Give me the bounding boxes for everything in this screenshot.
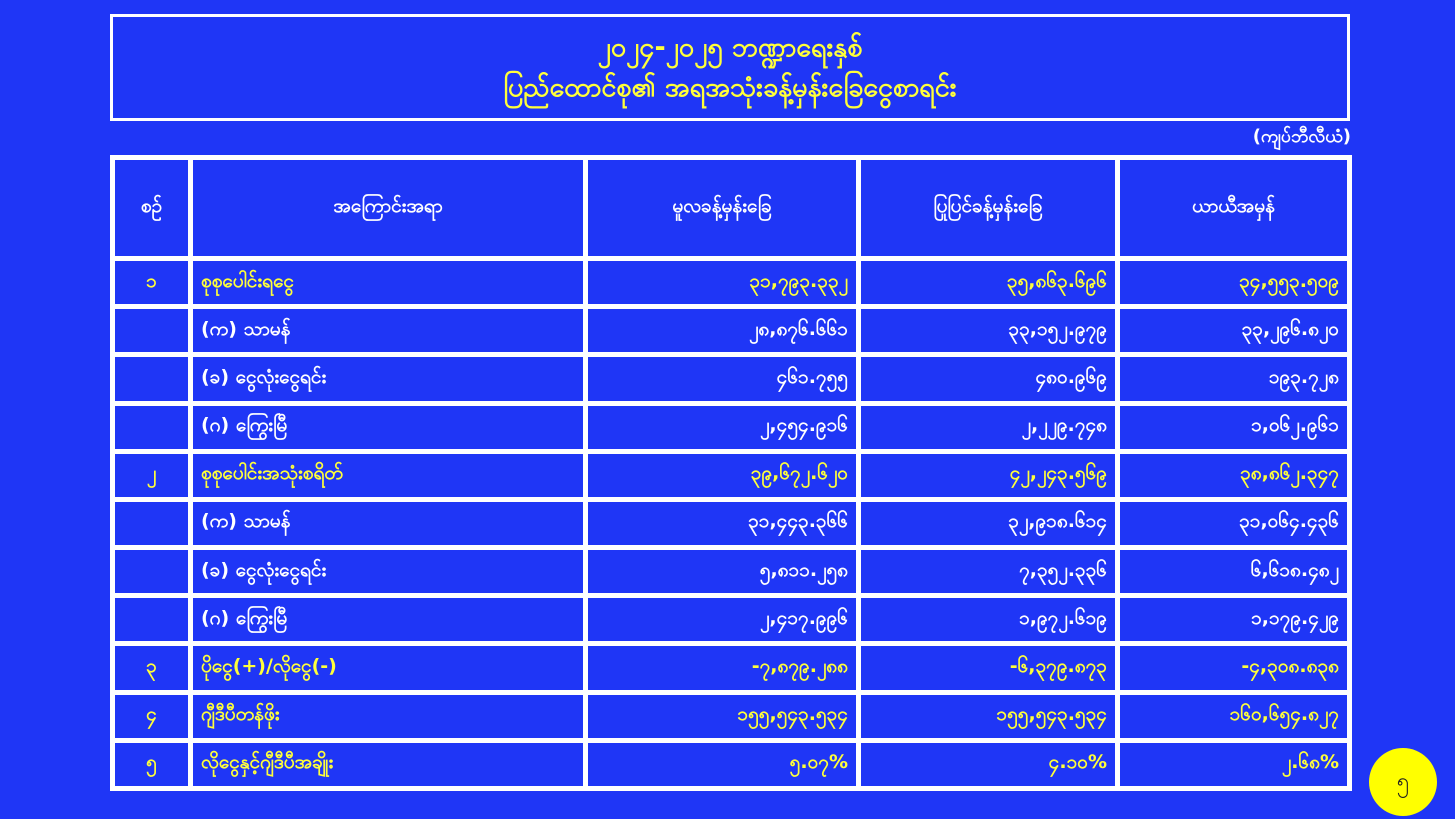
revised-estimate-value: ၃၃,၁၅၂.၉၇၉ bbox=[861, 309, 1115, 353]
row-label: ဂျီဒီပီတန်ဖိုး bbox=[193, 694, 583, 738]
table-row: (ခ) ငွေလုံးငွေရင်း ၅,၈၁၁.၂၅၈ ၇,၃၅၂.၃၃၆ ၆,၆၁… bbox=[115, 550, 1347, 594]
original-estimate-value: ၅,၈၁၁.၂၅၈ bbox=[588, 550, 856, 594]
revised-estimate-value: ၇,၃၅၂.၃၃၆ bbox=[861, 550, 1115, 594]
original-estimate-value: ၂,၄၅၄.၉၁၆ bbox=[588, 405, 856, 449]
title-line-1: ၂၀၂၄-၂၀၂၅ ဘဏ္ဍာရေးနှစ် bbox=[597, 31, 863, 63]
original-estimate-value: ၃၁,၇၉၃.၃၃၂ bbox=[588, 261, 856, 305]
row-label: ပိုငွေ(+)/လိုငွေ(-) bbox=[193, 646, 583, 690]
row-label: စုစုပေါင်းရငွေ bbox=[193, 261, 583, 305]
unit-label: (ကျပ်ဘီလီယံ) bbox=[1252, 126, 1351, 147]
row-number: ၅ bbox=[115, 742, 188, 786]
row-label: (က) သာမန် bbox=[193, 309, 583, 353]
header-revised-estimate: ပြုပြင်ခန့်မှန်းခြေ bbox=[861, 160, 1115, 256]
revised-estimate-value: ၃၂,၉၁၈.၆၁၄ bbox=[861, 501, 1115, 546]
table-row: (ခ) ငွေလုံးငွေရင်း ၄၆၁.၇၅၅ ၄၈၀.၉၆၉ ၁၉၃.၇၂၈ bbox=[115, 357, 1347, 401]
row-number: ၁ bbox=[115, 261, 188, 305]
header-no: စဉ် bbox=[115, 160, 188, 256]
original-estimate-value: -၇,၈၇၉.၂၈၈ bbox=[588, 646, 856, 690]
row-label: လိုငွေနှင့်ဂျီဒီပီအချိုး bbox=[193, 742, 583, 786]
revised-estimate-value: ၂,၂၂၉.၇၄၈ bbox=[861, 405, 1115, 449]
table-row: (က) သာမန် ၂၈,၈၇၆.၆၆၁ ၃၃,၁၅၂.၉၇၉ ၃၃,၂၉၆.၈၂၀ bbox=[115, 309, 1347, 353]
table-row: (ဂ) ကြွေးမြီ ၂,၄၁၇.၉၉၆ ၁,၉၇၂.၆၁၉ ၁,၁၇၉.၄၂၉ bbox=[115, 598, 1347, 642]
row-number bbox=[115, 550, 188, 594]
header-original-estimate: မူလခန့်မှန်းခြေ bbox=[588, 160, 856, 256]
revised-estimate-value: ၁,၉၇၂.၆၁၉ bbox=[861, 598, 1115, 642]
table-row: ၃ပိုငွေ(+)/လိုငွေ(-) -၇,၈၇၉.၂၈၈ -၆,၃၇၉.၈၇၃… bbox=[115, 646, 1347, 690]
provisional-actual-value: ၁,၁၇၉.၄၂၉ bbox=[1120, 598, 1347, 642]
provisional-actual-value: ၂.၆၈% bbox=[1120, 742, 1347, 786]
row-number bbox=[115, 501, 188, 546]
row-number: ၃ bbox=[115, 646, 188, 690]
header-item: အကြောင်းအရာ bbox=[193, 160, 583, 256]
provisional-actual-value: ၃၁,၀၆၄.၄၃၆ bbox=[1120, 501, 1347, 546]
row-label: (ဂ) ကြွေးမြီ bbox=[193, 405, 583, 449]
row-label: (ခ) ငွေလုံးငွေရင်း bbox=[193, 550, 583, 594]
title-line-2: ပြည်ထောင်စု၏ အရအသုံးခန့်မှန်းခြေငွေစာရင်… bbox=[503, 71, 957, 103]
provisional-actual-value: -၄,၃၀၈.၈၃၈ bbox=[1120, 646, 1347, 690]
header-provisional-actual: ယာယီအမှန် bbox=[1120, 160, 1347, 256]
header-row: စဉ် အကြောင်းအရာ မူလခန့်မှန်းခြေ ပြုပြင်ခ… bbox=[115, 160, 1347, 256]
revised-estimate-value: ၄.၁၀% bbox=[861, 742, 1115, 786]
provisional-actual-value: ၃၃,၂၉၆.၈၂၀ bbox=[1120, 309, 1347, 353]
table-row: ၂စုစုပေါင်းအသုံးစရိတ် ၃၉,၆၇၂.၆၂၀ ၄၂,၂၄၃.၅၆… bbox=[115, 453, 1347, 497]
table-row: ၁စုစုပေါင်းရငွေ ၃၁,၇၉၃.၃၃၂ ၃၅,၈၆၃.၆၉၆ ၃၄,၅၅… bbox=[115, 261, 1347, 305]
revised-estimate-value: ၁၅၅,၅၄၃.၅၃၄ bbox=[861, 694, 1115, 738]
revised-estimate-value: ၃၅,၈၆၃.၆၉၆ bbox=[861, 261, 1115, 305]
revised-estimate-value: ၄၂,၂၄၃.၅၆၉ bbox=[861, 453, 1115, 497]
table-row: (က) သာမန် ၃၁,၄၄၃.၃၆၆ ၃၂,၉၁၈.၆၁၄ ၃၁,၀၆၄.၄၃၆ bbox=[115, 501, 1347, 546]
slide-title: ၂၀၂၄-၂၀၂၅ ဘဏ္ဍာရေးနှစ် ပြည်ထောင်စု၏ အရအသ… bbox=[110, 14, 1350, 121]
original-estimate-value: ၃၁,၄၄၃.၃၆၆ bbox=[588, 501, 856, 546]
original-estimate-value: ၂,၄၁၇.၉၉၆ bbox=[588, 598, 856, 642]
table-row: (ဂ) ကြွေးမြီ ၂,၄၅၄.၉၁၆ ၂,၂၂၉.၇၄၈ ၁,၀၆၂.၉၆၁ bbox=[115, 405, 1347, 449]
provisional-actual-value: ၁၉၃.၇၂၈ bbox=[1120, 357, 1347, 401]
provisional-actual-value: ၁၆၀,၆၅၄.၈၂၇ bbox=[1120, 694, 1347, 738]
row-number bbox=[115, 309, 188, 353]
row-number bbox=[115, 598, 188, 642]
original-estimate-value: ၅.၀၇% bbox=[588, 742, 856, 786]
original-estimate-value: ၂၈,၈၇၆.၆၆၁ bbox=[588, 309, 856, 353]
budget-table: စဉ် အကြောင်းအရာ မူလခန့်မှန်းခြေ ပြုပြင်ခ… bbox=[110, 155, 1352, 791]
provisional-actual-value: ၆,၆၁၈.၄၈၂ bbox=[1120, 550, 1347, 594]
provisional-actual-value: ၃၈,၈၆၂.၃၄၇ bbox=[1120, 453, 1347, 497]
provisional-actual-value: ၁,၀၆၂.၉၆၁ bbox=[1120, 405, 1347, 449]
provisional-actual-value: ၃၄,၅၅၃.၅၀၉ bbox=[1120, 261, 1347, 305]
row-number bbox=[115, 405, 188, 449]
table-row: ၅လိုငွေနှင့်ဂျီဒီပီအချိုး ၅.၀၇% ၄.၁၀% ၂.၆၈% bbox=[115, 742, 1347, 786]
row-number: ၂ bbox=[115, 453, 188, 497]
row-label: (ခ) ငွေလုံးငွေရင်း bbox=[193, 357, 583, 401]
original-estimate-value: ၁၅၅,၅၄၃.၅၃၄ bbox=[588, 694, 856, 738]
row-number: ၄ bbox=[115, 694, 188, 738]
original-estimate-value: ၃၉,၆၇၂.၆၂၀ bbox=[588, 453, 856, 497]
original-estimate-value: ၄၆၁.၇၅၅ bbox=[588, 357, 856, 401]
revised-estimate-value: -၆,၃၇၉.၈၇၃ bbox=[861, 646, 1115, 690]
table-row: ၄ဂျီဒီပီတန်ဖိုး ၁၅၅,၅၄၃.၅၃၄ ၁၅၅,၅၄၃.၅၃၄ ၁၆၀… bbox=[115, 694, 1347, 738]
page-number-badge: ၅ bbox=[1369, 748, 1437, 816]
revised-estimate-value: ၄၈၀.၉၆၉ bbox=[861, 357, 1115, 401]
row-label: စုစုပေါင်းအသုံးစရိတ် bbox=[193, 453, 583, 497]
row-label: (က) သာမန် bbox=[193, 501, 583, 546]
row-label: (ဂ) ကြွေးမြီ bbox=[193, 598, 583, 642]
row-number bbox=[115, 357, 188, 401]
